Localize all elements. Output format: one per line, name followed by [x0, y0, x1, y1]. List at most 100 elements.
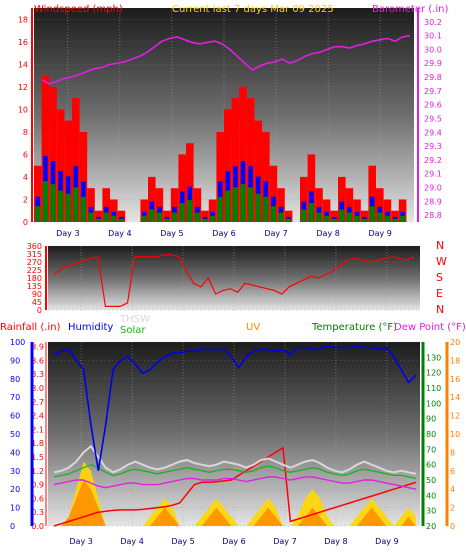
wind-avg-bar — [73, 187, 79, 222]
wind-y-tick-label: 18 — [18, 15, 28, 24]
wind-avg-bar — [118, 218, 124, 222]
baro-y-tick-label: 29.1 — [424, 170, 442, 179]
wind-avg-bar — [80, 196, 86, 222]
wind-avg-bar — [95, 218, 102, 222]
wind-baro-series — [34, 34, 411, 222]
wind-bar — [178, 154, 186, 222]
temp-y-tick-label: 30 — [426, 507, 436, 516]
wind-axis-title: Windspeed (mph) — [34, 4, 123, 15]
rain-y-tick-label: 2.7 — [31, 398, 44, 407]
top-x-tick-label: Day 5 — [160, 229, 183, 238]
barometer-line — [41, 34, 411, 85]
wind-bar — [239, 86, 247, 222]
wind-bar — [64, 120, 72, 222]
rain-hum-temp-series — [53, 344, 417, 527]
wind-bar — [398, 199, 407, 222]
direction-y-tick-label: 270 — [27, 258, 42, 267]
direction-y-tick-label: 315 — [27, 250, 42, 259]
rain-y-tick-label: 2.4 — [31, 412, 44, 421]
direction-y-tick-label: 135 — [27, 282, 42, 291]
bottom-x-tick-label: Day 3 — [69, 537, 92, 546]
wind-avg-bar — [171, 212, 178, 222]
temp-y-tick-label: 110 — [426, 384, 441, 393]
humidity-y-tick-label: 30 — [10, 467, 20, 476]
uv-y-tick-label: 10 — [450, 430, 460, 439]
wind-bar — [102, 188, 110, 222]
wind-y-tick-label: 12 — [18, 83, 28, 92]
temp-y-tick-label: 90 — [426, 415, 436, 424]
humidity-y-tick-label: 40 — [10, 448, 20, 457]
rain-y-tick-label: 3.6 — [31, 356, 44, 365]
uv-y-tick-label: 14 — [450, 393, 460, 402]
bottom-x-tick-label: Day 4 — [120, 537, 143, 546]
wind-bar — [34, 165, 42, 222]
rain-y-tick-label: 0.9 — [31, 481, 44, 490]
rain-y-tick-label: 2.1 — [31, 425, 44, 434]
wind-avg-bar — [331, 218, 337, 222]
wind-bar — [330, 210, 338, 222]
wind-avg-bar — [301, 209, 307, 222]
baro-y-tick-label: 29.4 — [424, 128, 442, 137]
thsw-label: THSW — [119, 314, 150, 325]
temp-y-tick-label: 60 — [426, 461, 436, 470]
rain-y-tick-label: 1.2 — [31, 467, 44, 476]
baro-y-tick-label: 30.2 — [424, 18, 442, 27]
baro-y-tick-label: 29.3 — [424, 142, 442, 151]
wind-avg-bar — [209, 215, 216, 222]
compass-n-bottom: N — [436, 303, 444, 316]
humidity-y-tick-label: 10 — [10, 504, 20, 513]
temp-y-tick-label: 50 — [426, 476, 436, 485]
wind-bar — [110, 199, 118, 222]
baro-y-tick-label: 29.2 — [424, 156, 442, 165]
wind-avg-bar — [323, 215, 330, 222]
wind-avg-bar — [399, 215, 406, 222]
rain-y-tick-label: 0.0 — [31, 522, 44, 531]
bottom-x-tick-label: Day 7 — [273, 537, 296, 546]
wind-y-tick-label: 14 — [18, 60, 28, 69]
temp-y-tick-label: 20 — [426, 522, 436, 531]
wind-avg-bar — [354, 215, 360, 222]
temperature-axis-title: Temperature (°F) — [311, 322, 397, 333]
wind-avg-bar — [57, 190, 64, 222]
bottom-x-tick-label: Day 8 — [324, 537, 347, 546]
wind-bar — [360, 210, 369, 222]
baro-y-tick-label: 30.0 — [424, 45, 442, 54]
uv-y-tick-label: 16 — [450, 375, 460, 384]
top-x-tick-label: Day 3 — [56, 229, 79, 238]
direction-plot-area — [48, 246, 420, 310]
thsw-line — [53, 463, 417, 480]
wind-bar — [391, 210, 399, 222]
wind-bar — [353, 199, 361, 222]
wind-avg-bar — [35, 206, 41, 222]
humidity-y-tick-label: 80 — [10, 375, 20, 384]
wind-avg-bar — [88, 212, 94, 222]
rain-y-tick-label: 1.5 — [31, 453, 44, 462]
wind-y-tick-label: 4 — [23, 173, 28, 182]
wind-bar — [284, 210, 293, 222]
rain-y-tick-label: 0.6 — [31, 494, 44, 503]
uv-y-tick-label: 8 — [450, 448, 455, 457]
wind-bar — [277, 188, 285, 222]
wind-bar — [254, 120, 262, 222]
wind-bar — [269, 165, 278, 222]
wind-avg-bar — [377, 212, 383, 222]
compass-e: E — [436, 287, 443, 300]
temp-y-tick-label: 100 — [426, 399, 441, 408]
wind-avg-bar — [278, 212, 284, 222]
baro-y-tick-label: 29.8 — [424, 73, 442, 82]
humidity-y-tick-label: 60 — [10, 412, 20, 421]
wind-bar — [322, 199, 331, 222]
rain-y-tick-label: 3.0 — [31, 384, 44, 393]
wind-bar — [117, 210, 126, 222]
baro-y-tick-label: 29.6 — [424, 101, 442, 110]
wind-bar — [208, 199, 217, 222]
top-x-tick-label: Day 8 — [316, 229, 339, 238]
wind-bar — [56, 109, 65, 222]
uv-y-tick-label: 0 — [450, 522, 455, 531]
temp-y-tick-label: 40 — [426, 491, 436, 500]
wind-bar — [72, 98, 80, 222]
wind-bar — [300, 176, 308, 222]
temperature-line — [53, 444, 417, 475]
rain-y-tick-label: 3.3 — [31, 370, 44, 379]
